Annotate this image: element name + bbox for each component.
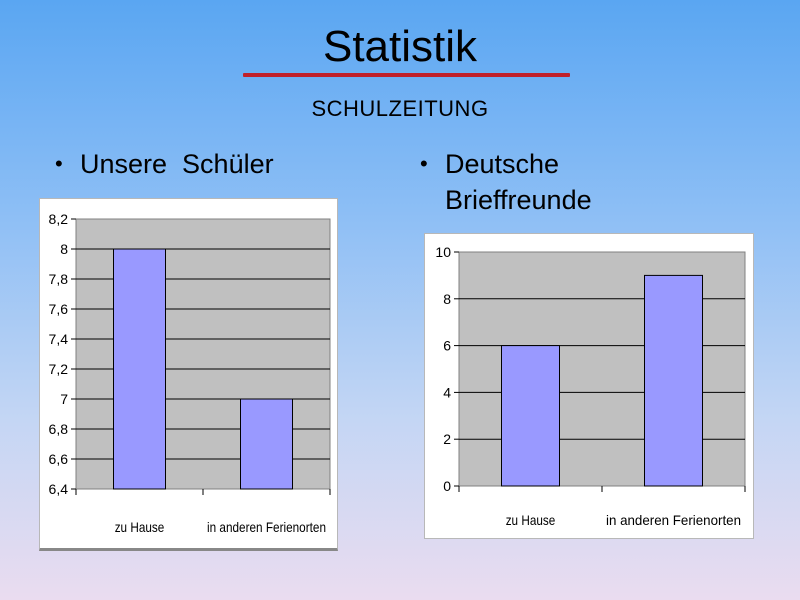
bullet-item-pen-pals: • Deutsche Brieffreunde [420,146,720,226]
y-tick-label: 6,8 [49,421,69,437]
bullet-symbol: • [420,151,428,176]
y-tick-label: 7 [60,391,68,407]
y-tick-label: 7,6 [49,301,69,317]
bar-zu-hause [501,345,560,487]
bar-chart-svg: 0 2 4 6 8 10 zu Hause in anderen Ferienorten [435,244,746,528]
y-tick-label: 0 [443,478,451,494]
y-tick-label: 7,2 [49,361,69,377]
bar-zu-hause [113,248,166,490]
bullet-label: Deutsche Brieffreunde [445,149,592,215]
x-category-label: in anderen Ferienorten [207,519,326,535]
x-category-label: in anderen Ferienorten [606,512,741,528]
y-tick-label: 6 [443,338,451,354]
y-tick-label: 4 [443,384,451,400]
slide-title: Statistik [322,22,478,71]
bullet-label: Unsere Schüler [80,149,274,179]
y-tick-label: 7,8 [49,271,69,287]
x-category-label: zu Hause [506,512,556,528]
bullet-symbol: • [55,151,63,176]
bar-chart-svg: 6,4 6,6 6,8 7 7,2 7,4 7,6 7,8 8 8,2 zu Hause in and… [49,211,331,535]
bar-andere-ferienorte [240,398,293,490]
bar-chart-pen-pals: 0 2 4 6 8 10 zu Hause in anderen Ferienorten [424,233,754,539]
title-underline [243,73,570,77]
y-tick-label: 7,4 [49,331,69,347]
slide-subtitle: SCHULZEITUNG [311,96,489,121]
bar-andere-ferienorte [644,274,703,487]
y-tick-label: 10 [435,244,451,260]
y-tick-label: 8,2 [49,211,69,227]
y-tick-label: 8 [60,241,68,257]
y-tick-label: 8 [443,291,451,307]
bullet-item-students: • Unsere Schüler [55,146,355,186]
bar-chart-students: 6,4 6,6 6,8 7 7,2 7,4 7,6 7,8 8 8,2 zu Hause in and… [39,198,338,551]
y-tick-label: 2 [443,431,451,447]
x-category-label: zu Hause [115,519,165,535]
y-tick-label: 6,4 [49,481,69,497]
y-tick-label: 6,6 [49,451,69,467]
